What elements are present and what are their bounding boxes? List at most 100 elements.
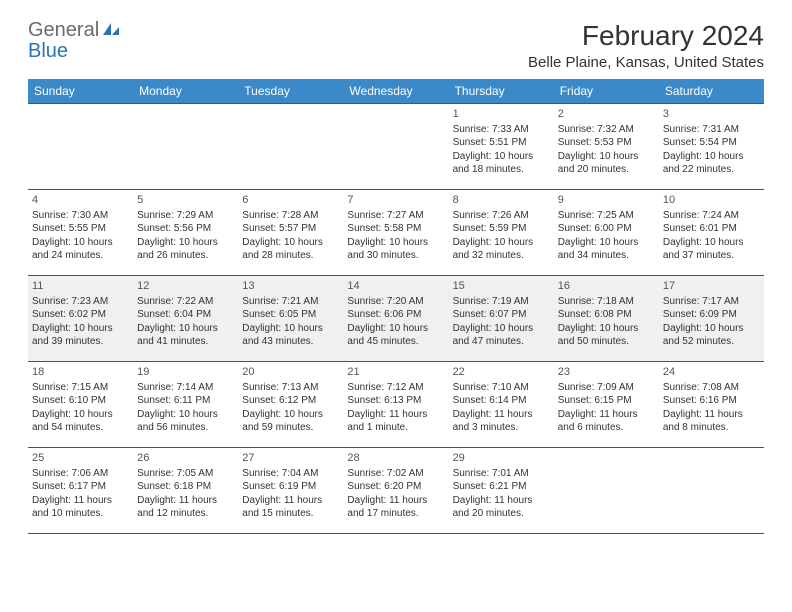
calendar-week-row: 25Sunrise: 7:06 AMSunset: 6:17 PMDayligh… [28,448,764,534]
sunset-text: Sunset: 6:10 PM [32,394,129,408]
sunrise-text: Sunrise: 7:30 AM [32,209,129,223]
calendar-day-cell: 21Sunrise: 7:12 AMSunset: 6:13 PMDayligh… [343,362,448,448]
calendar-table: SundayMondayTuesdayWednesdayThursdayFrid… [28,79,764,534]
sunset-text: Sunset: 6:13 PM [347,394,444,408]
sunset-text: Sunset: 6:17 PM [32,480,129,494]
calendar-day-cell: 20Sunrise: 7:13 AMSunset: 6:12 PMDayligh… [238,362,343,448]
day-number: 12 [137,279,234,294]
location: Belle Plaine, Kansas, United States [528,54,764,71]
day-number: 4 [32,193,129,208]
calendar-empty-cell [659,448,764,534]
daylight-text: Daylight: 10 hours [453,150,550,164]
day-number: 29 [453,451,550,466]
day-number: 16 [558,279,655,294]
daylight-text: Daylight: 11 hours [347,408,444,422]
day-number: 28 [347,451,444,466]
sunset-text: Sunset: 6:18 PM [137,480,234,494]
daylight-text: and 3 minutes. [453,421,550,435]
header: General Blue February 2024 Belle Plaine,… [28,20,764,71]
sunset-text: Sunset: 6:16 PM [663,394,760,408]
day-number: 9 [558,193,655,208]
sunrise-text: Sunrise: 7:09 AM [558,381,655,395]
sunset-text: Sunset: 6:01 PM [663,222,760,236]
day-number: 11 [32,279,129,294]
sunrise-text: Sunrise: 7:27 AM [347,209,444,223]
daylight-text: and 17 minutes. [347,507,444,521]
daylight-text: and 52 minutes. [663,335,760,349]
logo-text: General Blue [28,20,121,61]
logo-sail-icon [101,21,121,41]
daylight-text: and 28 minutes. [242,249,339,263]
calendar-week-row: 1Sunrise: 7:33 AMSunset: 5:51 PMDaylight… [28,104,764,190]
calendar-day-cell: 11Sunrise: 7:23 AMSunset: 6:02 PMDayligh… [28,276,133,362]
sunrise-text: Sunrise: 7:17 AM [663,295,760,309]
day-number: 7 [347,193,444,208]
sunrise-text: Sunrise: 7:25 AM [558,209,655,223]
sunset-text: Sunset: 5:55 PM [32,222,129,236]
daylight-text: and 37 minutes. [663,249,760,263]
sunrise-text: Sunrise: 7:15 AM [32,381,129,395]
sunrise-text: Sunrise: 7:23 AM [32,295,129,309]
daylight-text: Daylight: 10 hours [663,150,760,164]
daylight-text: Daylight: 11 hours [558,408,655,422]
daylight-text: Daylight: 10 hours [137,322,234,336]
weekday-header: Friday [554,79,659,104]
calendar-day-cell: 3Sunrise: 7:31 AMSunset: 5:54 PMDaylight… [659,104,764,190]
day-number: 27 [242,451,339,466]
day-number: 1 [453,107,550,122]
day-number: 2 [558,107,655,122]
daylight-text: Daylight: 10 hours [558,150,655,164]
calendar-day-cell: 15Sunrise: 7:19 AMSunset: 6:07 PMDayligh… [449,276,554,362]
daylight-text: and 30 minutes. [347,249,444,263]
weekday-header: Wednesday [343,79,448,104]
daylight-text: Daylight: 10 hours [663,322,760,336]
daylight-text: and 6 minutes. [558,421,655,435]
sunrise-text: Sunrise: 7:20 AM [347,295,444,309]
daylight-text: Daylight: 10 hours [32,322,129,336]
day-number: 24 [663,365,760,380]
daylight-text: and 8 minutes. [663,421,760,435]
logo: General Blue [28,20,121,61]
sunset-text: Sunset: 5:59 PM [453,222,550,236]
sunset-text: Sunset: 6:11 PM [137,394,234,408]
daylight-text: and 39 minutes. [32,335,129,349]
calendar-day-cell: 23Sunrise: 7:09 AMSunset: 6:15 PMDayligh… [554,362,659,448]
calendar-day-cell: 7Sunrise: 7:27 AMSunset: 5:58 PMDaylight… [343,190,448,276]
weekday-header: Monday [133,79,238,104]
sunset-text: Sunset: 5:53 PM [558,136,655,150]
calendar-day-cell: 19Sunrise: 7:14 AMSunset: 6:11 PMDayligh… [133,362,238,448]
day-number: 22 [453,365,550,380]
sunrise-text: Sunrise: 7:33 AM [453,123,550,137]
sunrise-text: Sunrise: 7:21 AM [242,295,339,309]
daylight-text: and 12 minutes. [137,507,234,521]
sunrise-text: Sunrise: 7:24 AM [663,209,760,223]
calendar-day-cell: 14Sunrise: 7:20 AMSunset: 6:06 PMDayligh… [343,276,448,362]
calendar-day-cell: 13Sunrise: 7:21 AMSunset: 6:05 PMDayligh… [238,276,343,362]
sunset-text: Sunset: 6:20 PM [347,480,444,494]
sunset-text: Sunset: 5:54 PM [663,136,760,150]
calendar-day-cell: 1Sunrise: 7:33 AMSunset: 5:51 PMDaylight… [449,104,554,190]
calendar-day-cell: 12Sunrise: 7:22 AMSunset: 6:04 PMDayligh… [133,276,238,362]
day-number: 14 [347,279,444,294]
calendar-day-cell: 5Sunrise: 7:29 AMSunset: 5:56 PMDaylight… [133,190,238,276]
daylight-text: Daylight: 11 hours [32,494,129,508]
weekday-header: Saturday [659,79,764,104]
daylight-text: Daylight: 11 hours [453,408,550,422]
daylight-text: and 1 minute. [347,421,444,435]
day-number: 23 [558,365,655,380]
weekday-header: Tuesday [238,79,343,104]
daylight-text: Daylight: 11 hours [453,494,550,508]
day-number: 17 [663,279,760,294]
daylight-text: and 56 minutes. [137,421,234,435]
calendar-day-cell: 25Sunrise: 7:06 AMSunset: 6:17 PMDayligh… [28,448,133,534]
sunrise-text: Sunrise: 7:04 AM [242,467,339,481]
daylight-text: and 22 minutes. [663,163,760,177]
weekday-header-row: SundayMondayTuesdayWednesdayThursdayFrid… [28,79,764,104]
daylight-text: Daylight: 10 hours [347,322,444,336]
daylight-text: and 24 minutes. [32,249,129,263]
day-number: 5 [137,193,234,208]
calendar-day-cell: 17Sunrise: 7:17 AMSunset: 6:09 PMDayligh… [659,276,764,362]
calendar-day-cell: 22Sunrise: 7:10 AMSunset: 6:14 PMDayligh… [449,362,554,448]
day-number: 26 [137,451,234,466]
calendar-body: 1Sunrise: 7:33 AMSunset: 5:51 PMDaylight… [28,104,764,534]
